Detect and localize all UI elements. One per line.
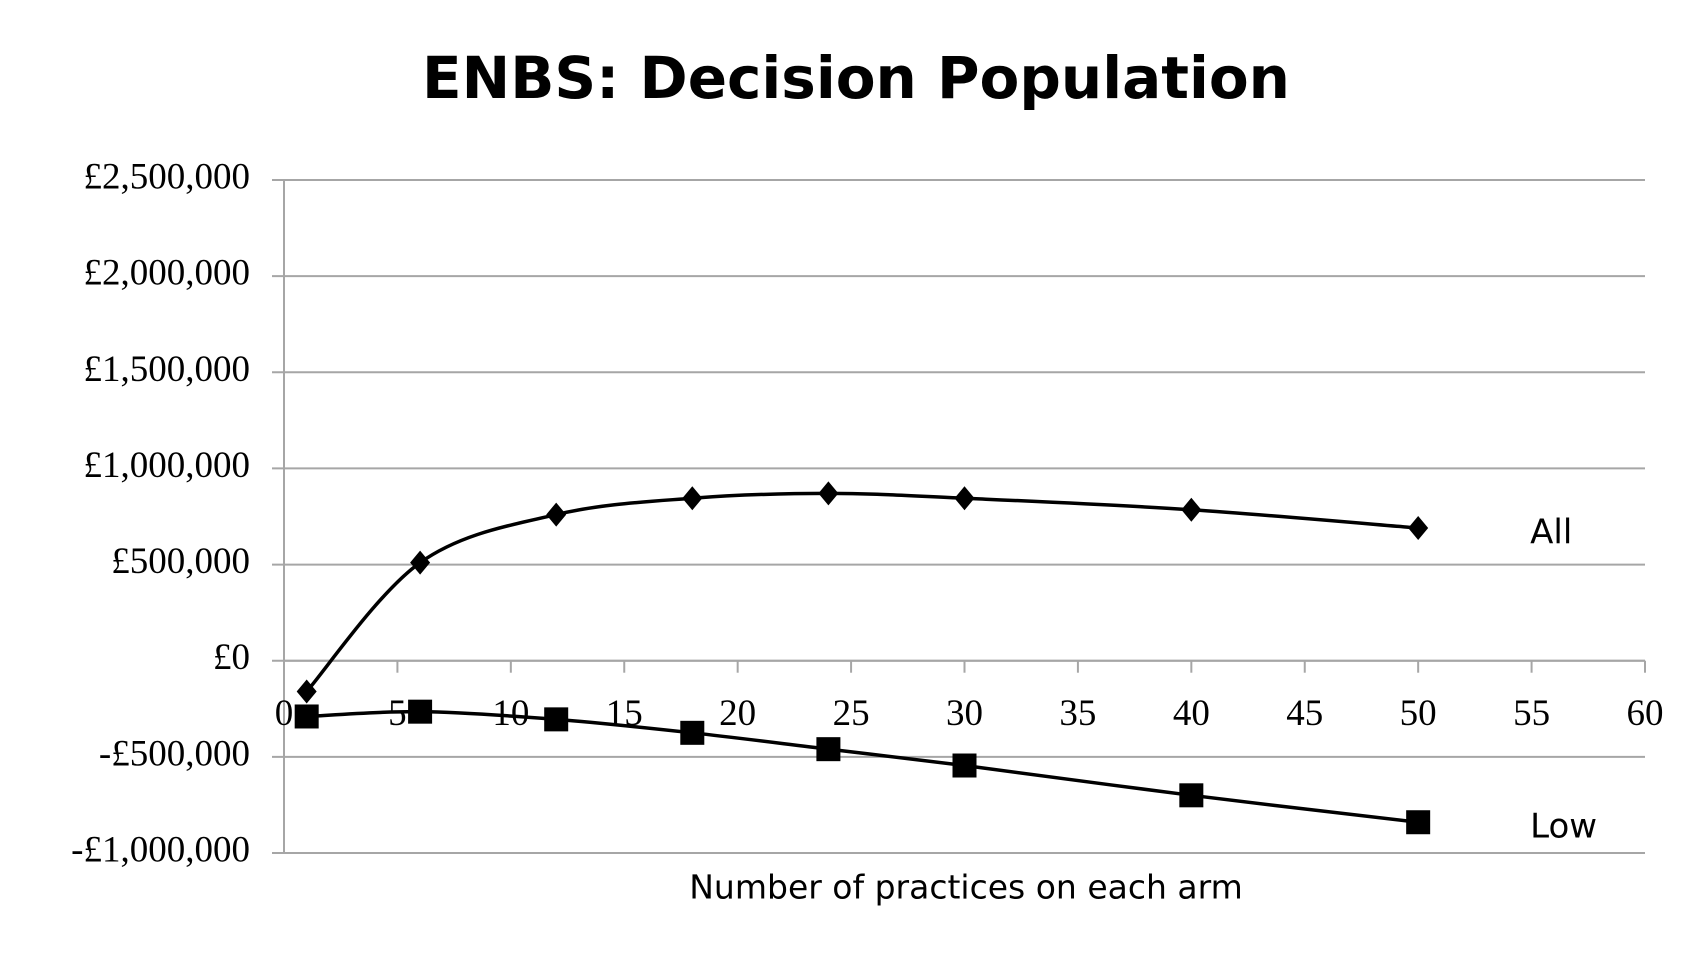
y-tick-label: £2,000,000 <box>84 253 251 294</box>
y-tick-label: £500,000 <box>111 541 250 582</box>
x-tick-label: 45 <box>1286 693 1323 734</box>
y-tick-label: £1,000,000 <box>84 445 251 486</box>
marker <box>544 707 569 732</box>
x-tick-label: 50 <box>1400 693 1437 734</box>
series-label: Low <box>1530 807 1597 847</box>
chart-title: ENBS: Decision Population <box>422 44 1290 112</box>
y-tick-label: £0 <box>213 637 250 678</box>
marker <box>954 486 975 511</box>
x-tick-label: 60 <box>1627 693 1664 734</box>
marker <box>1408 516 1429 541</box>
x-axis-label: Number of practices on each arm <box>689 868 1243 907</box>
x-tick-label: 5 <box>388 693 407 734</box>
marker <box>816 737 841 762</box>
marker <box>410 550 431 575</box>
x-tick-label: 40 <box>1173 693 1210 734</box>
marker <box>1181 497 1202 522</box>
marker <box>818 481 839 506</box>
y-tick-label: £1,500,000 <box>84 349 251 390</box>
series-label: All <box>1530 513 1572 553</box>
marker <box>1179 783 1204 808</box>
label-bg <box>1528 504 1639 553</box>
x-tick-label: 55 <box>1513 693 1550 734</box>
marker <box>294 704 319 729</box>
marker <box>680 720 705 745</box>
x-tick-label: 35 <box>1059 693 1096 734</box>
x-tick-label: 25 <box>833 693 870 734</box>
marker <box>1406 810 1431 835</box>
x-tick-label: 20 <box>719 693 756 734</box>
x-tick-label: 0 <box>275 693 294 734</box>
marker <box>682 486 703 511</box>
marker <box>296 679 317 704</box>
marker <box>952 753 977 778</box>
marker <box>408 699 433 724</box>
y-tick-label: -£500,000 <box>99 733 250 774</box>
marker <box>546 502 567 527</box>
label-bg <box>1528 798 1639 847</box>
y-tick-label: £2,500,000 <box>84 156 251 197</box>
x-tick-label: 30 <box>946 693 983 734</box>
y-tick-label: -£1,000,000 <box>71 829 250 870</box>
